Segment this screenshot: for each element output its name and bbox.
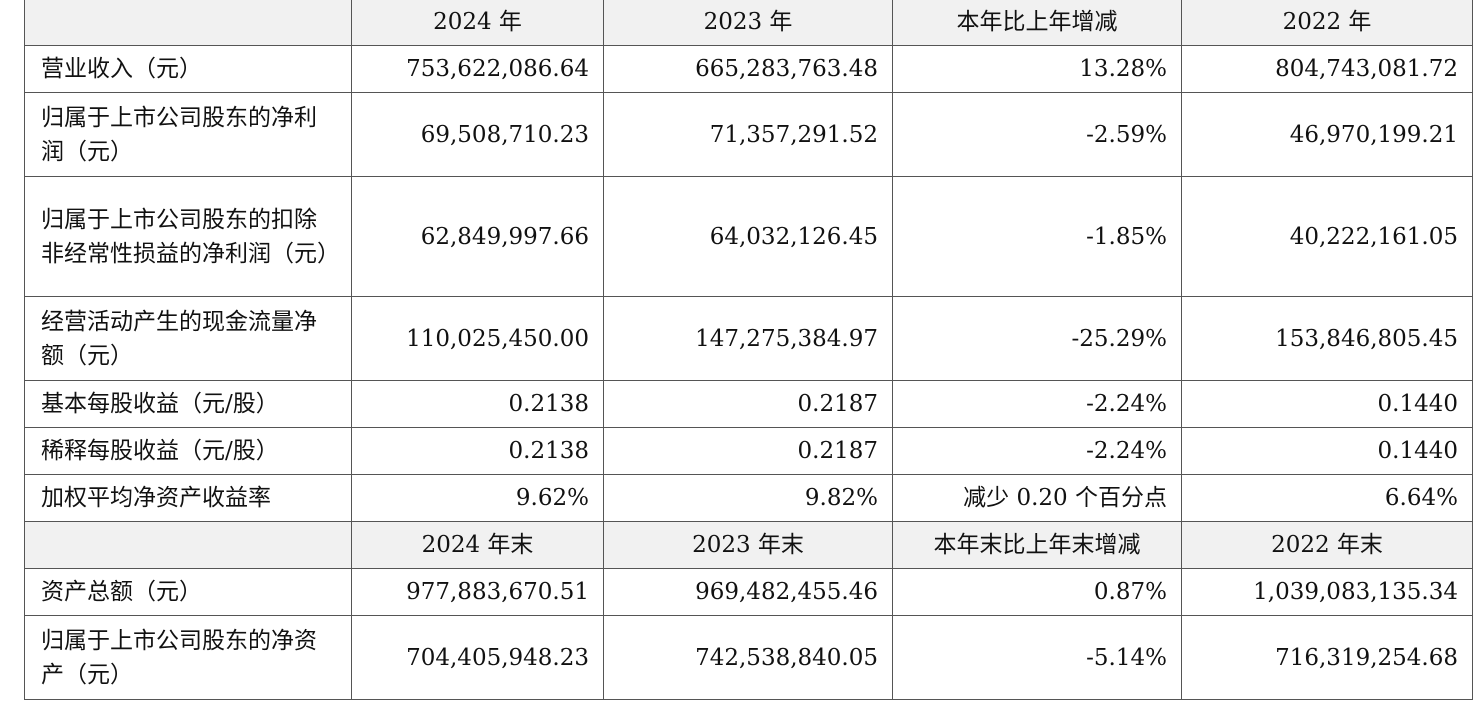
value-2022: 1,039,083,135.34 bbox=[1181, 568, 1473, 616]
value-change: -25.29% bbox=[892, 296, 1182, 381]
value-2023: 0.2187 bbox=[603, 380, 893, 428]
value-2024: 110,025,450.00 bbox=[351, 296, 604, 381]
value-change: 13.28% bbox=[892, 45, 1182, 93]
row-label: 营业收入（元） bbox=[24, 45, 352, 93]
row-label: 资产总额（元） bbox=[24, 568, 352, 616]
table-row: 基本每股收益（元/股） 0.2138 0.2187 -2.24% 0.1440 bbox=[24, 380, 1473, 428]
header-cell-2024-end: 2024 年末 bbox=[351, 521, 604, 569]
value-change: -2.59% bbox=[892, 92, 1182, 177]
header-cell-2023: 2023 年 bbox=[603, 0, 893, 46]
header-cell-change: 本年比上年增减 bbox=[892, 0, 1182, 46]
value-2022: 46,970,199.21 bbox=[1181, 92, 1473, 177]
value-2024: 0.2138 bbox=[351, 380, 604, 428]
value-change: 减少 0.20 个百分点 bbox=[892, 474, 1182, 522]
value-2023: 64,032,126.45 bbox=[603, 176, 893, 297]
header-cell-2024: 2024 年 bbox=[351, 0, 604, 46]
row-label: 归属于上市公司股东的净利润（元） bbox=[24, 92, 352, 177]
table-row: 稀释每股收益（元/股） 0.2138 0.2187 -2.24% 0.1440 bbox=[24, 427, 1473, 475]
header-cell-change-end: 本年末比上年末增减 bbox=[892, 521, 1182, 569]
header-cell-2023-end: 2023 年末 bbox=[603, 521, 893, 569]
header-row-annual: 2024 年 2023 年 本年比上年增减 2022 年 bbox=[24, 0, 1473, 46]
table-row: 营业收入（元） 753,622,086.64 665,283,763.48 13… bbox=[24, 45, 1473, 93]
value-2023: 969,482,455.46 bbox=[603, 568, 893, 616]
table-row: 资产总额（元） 977,883,670.51 969,482,455.46 0.… bbox=[24, 568, 1473, 616]
value-2024: 753,622,086.64 bbox=[351, 45, 604, 93]
row-label: 加权平均净资产收益率 bbox=[24, 474, 352, 522]
row-label: 基本每股收益（元/股） bbox=[24, 380, 352, 428]
value-2024: 69,508,710.23 bbox=[351, 92, 604, 177]
value-2024: 0.2138 bbox=[351, 427, 604, 475]
header-cell-blank bbox=[24, 0, 352, 46]
value-change: -1.85% bbox=[892, 176, 1182, 297]
table-row: 归属于上市公司股东的净资产（元） 704,405,948.23 742,538,… bbox=[24, 615, 1473, 700]
value-change: -2.24% bbox=[892, 380, 1182, 428]
table-row: 经营活动产生的现金流量净额（元） 110,025,450.00 147,275,… bbox=[24, 296, 1473, 381]
row-label: 归属于上市公司股东的扣除非经常性损益的净利润（元） bbox=[24, 176, 352, 297]
value-2024: 62,849,997.66 bbox=[351, 176, 604, 297]
value-2022: 6.64% bbox=[1181, 474, 1473, 522]
value-2022: 40,222,161.05 bbox=[1181, 176, 1473, 297]
value-2022: 0.1440 bbox=[1181, 380, 1473, 428]
value-2023: 0.2187 bbox=[603, 427, 893, 475]
value-2023: 742,538,840.05 bbox=[603, 615, 893, 700]
value-2022: 0.1440 bbox=[1181, 427, 1473, 475]
table-row: 归属于上市公司股东的净利润（元） 69,508,710.23 71,357,29… bbox=[24, 92, 1473, 177]
table-row: 加权平均净资产收益率 9.62% 9.82% 减少 0.20 个百分点 6.64… bbox=[24, 474, 1473, 522]
value-2024: 9.62% bbox=[351, 474, 604, 522]
value-2022: 716,319,254.68 bbox=[1181, 615, 1473, 700]
value-2023: 665,283,763.48 bbox=[603, 45, 893, 93]
value-2022: 804,743,081.72 bbox=[1181, 45, 1473, 93]
value-2023: 71,357,291.52 bbox=[603, 92, 893, 177]
value-2024: 704,405,948.23 bbox=[351, 615, 604, 700]
value-change: -2.24% bbox=[892, 427, 1182, 475]
value-change: 0.87% bbox=[892, 568, 1182, 616]
value-2023: 9.82% bbox=[603, 474, 893, 522]
value-2023: 147,275,384.97 bbox=[603, 296, 893, 381]
row-label: 归属于上市公司股东的净资产（元） bbox=[24, 615, 352, 700]
table-row: 归属于上市公司股东的扣除非经常性损益的净利润（元） 62,849,997.66 … bbox=[24, 176, 1473, 297]
financial-summary-table: 2024 年 2023 年 本年比上年增减 2022 年 营业收入（元） 753… bbox=[24, 0, 1473, 700]
value-2024: 977,883,670.51 bbox=[351, 568, 604, 616]
header-row-year-end: 2024 年末 2023 年末 本年末比上年末增减 2022 年末 bbox=[24, 521, 1473, 569]
value-2022: 153,846,805.45 bbox=[1181, 296, 1473, 381]
row-label: 经营活动产生的现金流量净额（元） bbox=[24, 296, 352, 381]
row-label: 稀释每股收益（元/股） bbox=[24, 427, 352, 475]
header-cell-blank bbox=[24, 521, 352, 569]
header-cell-2022-end: 2022 年末 bbox=[1181, 521, 1473, 569]
header-cell-2022: 2022 年 bbox=[1181, 0, 1473, 46]
value-change: -5.14% bbox=[892, 615, 1182, 700]
